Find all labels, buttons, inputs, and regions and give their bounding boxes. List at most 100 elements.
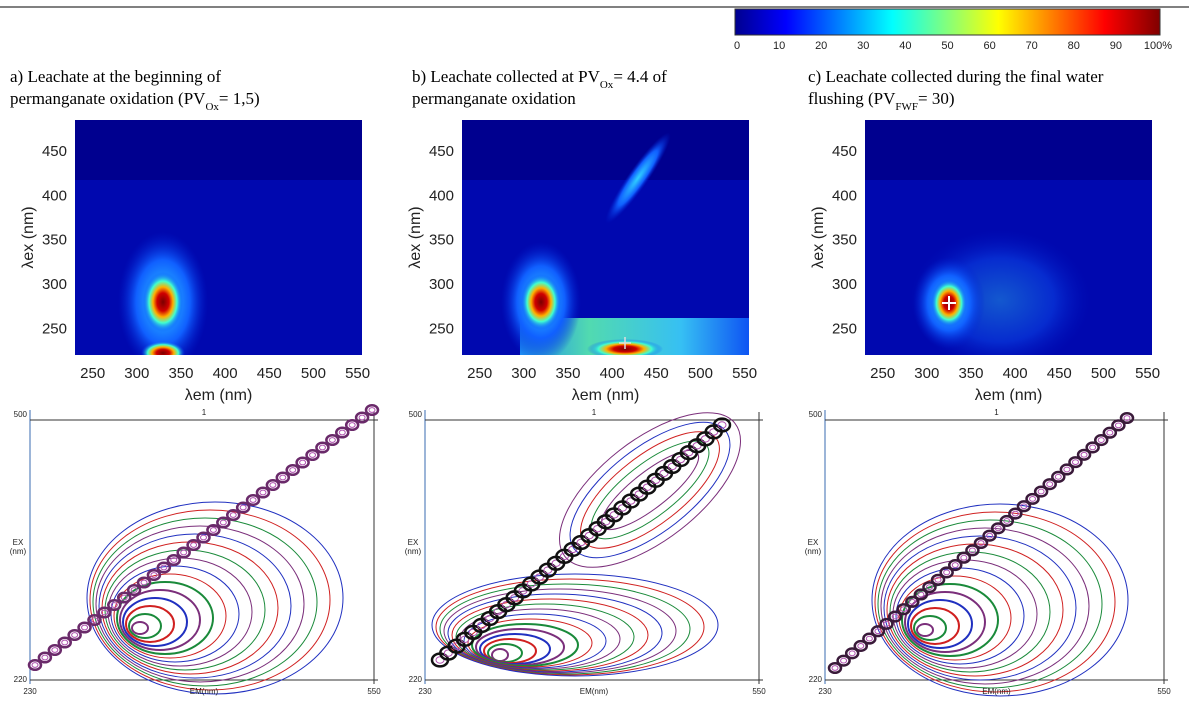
scatter-ring — [1025, 492, 1040, 505]
contour — [447, 593, 663, 673]
scatter-ring — [354, 411, 370, 424]
scatter-ring — [510, 594, 520, 602]
x-axis-label: λem (nm) — [975, 387, 1043, 404]
contour — [435, 578, 705, 676]
contour-y-label: (nm) — [10, 547, 27, 556]
scatter-ring — [1114, 422, 1122, 429]
contour — [104, 549, 266, 671]
scatter-ring — [990, 522, 1006, 535]
scatter-ring — [676, 455, 686, 464]
scatter-ring — [1008, 507, 1023, 520]
scatter-ring — [1063, 466, 1071, 473]
contour-y-tick-label: 220 — [409, 675, 423, 684]
heatmap — [865, 120, 1152, 355]
scatter-ring — [709, 428, 719, 436]
scatter-ring — [160, 564, 168, 571]
scatter-ring — [960, 554, 968, 561]
scatter-ring — [551, 559, 561, 567]
scatter-ring — [853, 639, 869, 652]
scatter-ring — [1059, 463, 1075, 476]
scatter-ring — [651, 476, 661, 484]
scatter-ring — [140, 579, 148, 586]
x-tick-label: 300 — [914, 365, 939, 382]
colorbar-tick-label: 80 — [1068, 40, 1080, 52]
scatter-ring — [862, 632, 877, 645]
x-tick-label: 250 — [467, 365, 492, 382]
contour-x-label: EM(nm) — [982, 687, 1011, 696]
scatter-ring — [170, 557, 178, 563]
scatter-ring — [879, 617, 894, 630]
contour-top-label: 1 — [592, 408, 597, 417]
scatter-ring — [543, 566, 553, 574]
contour — [128, 613, 162, 639]
contour — [439, 583, 691, 675]
x-tick-label: 450 — [644, 365, 669, 382]
scatter-ring — [977, 540, 985, 546]
caption-text: = 30) — [918, 89, 955, 108]
scatter-ring — [229, 512, 237, 518]
peak-marker — [942, 296, 956, 310]
contour — [119, 589, 201, 651]
colorbar-tick-label: 50 — [941, 40, 953, 52]
caption-text: a) Leachate at the beginning of — [10, 67, 221, 86]
peak-marker — [619, 337, 631, 349]
contour — [904, 591, 986, 653]
contour-y-tick-label: 220 — [809, 675, 823, 684]
heatmap — [75, 120, 362, 355]
caption-subscript: Ox — [205, 101, 219, 113]
contour — [463, 613, 607, 669]
contour — [459, 608, 621, 670]
scatter-ring — [126, 583, 142, 597]
scatter-ring — [883, 620, 891, 627]
scatter-ring — [37, 651, 53, 664]
colorbar-tick-label: 0 — [734, 40, 740, 52]
scatter-ring — [659, 469, 669, 478]
scatter-ring — [947, 559, 963, 572]
scatter-ring — [968, 547, 976, 554]
scatter-ring — [1097, 437, 1105, 443]
panel-caption: permanganate oxidation — [412, 89, 576, 108]
scatter-ring — [857, 643, 865, 649]
x-tick-label: 500 — [1091, 365, 1116, 382]
scatter-ring — [965, 544, 980, 557]
scatter-ring — [593, 524, 603, 533]
scatter-ring — [299, 459, 307, 466]
scatter-ring — [335, 426, 350, 439]
scatter-ring — [156, 561, 172, 574]
scatter-ring — [130, 587, 138, 593]
x-tick-label: 300 — [124, 365, 149, 382]
contour-y-label: EX — [808, 538, 819, 547]
heatmap-peak — [141, 341, 185, 355]
scatter-ring — [200, 534, 207, 541]
scatter-ring — [986, 532, 994, 539]
x-tick-label: 300 — [511, 365, 536, 382]
contour — [898, 575, 1012, 661]
scatter-ring — [934, 576, 942, 583]
contour — [125, 605, 175, 643]
colorbar-tick-label: 40 — [899, 40, 911, 52]
contour — [443, 588, 677, 674]
contour-x-label: EM(nm) — [190, 687, 219, 696]
scatter-ring — [196, 531, 211, 544]
y-tick-label: 300 — [429, 276, 454, 293]
scatter-ring — [1068, 456, 1083, 469]
scatter-ring — [1011, 510, 1019, 517]
scatter-ring — [1111, 419, 1126, 432]
scatter-ring — [57, 636, 72, 649]
scatter-ring — [77, 621, 92, 634]
scatter-ring — [289, 467, 297, 473]
x-tick-label: 400 — [1003, 365, 1028, 382]
scatter-ring — [305, 448, 320, 462]
scatter-ring — [245, 493, 261, 507]
scatter-ring — [973, 536, 989, 550]
heatmap-peak — [143, 272, 183, 332]
scatter-ring — [905, 595, 920, 608]
scatter-ring — [87, 613, 102, 627]
scatter-ring — [501, 601, 511, 609]
scatter-ring — [601, 518, 611, 526]
scatter-ring — [717, 421, 727, 429]
x-tick-label: 350 — [958, 365, 983, 382]
scatter-ring — [917, 591, 925, 598]
scatter-ring — [368, 407, 376, 413]
scatter-ring — [642, 483, 652, 491]
